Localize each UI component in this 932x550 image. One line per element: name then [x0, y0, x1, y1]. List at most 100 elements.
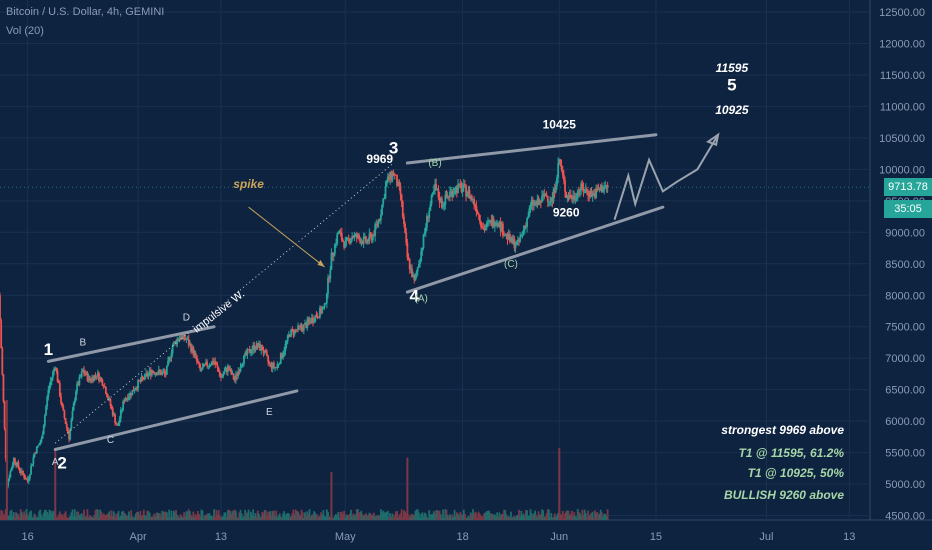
note-bullish: BULLISH 9260 above — [723, 488, 844, 502]
candle-body — [47, 389, 50, 397]
volume-bar — [56, 517, 59, 520]
candle-body — [351, 236, 354, 240]
volume-bar — [320, 512, 322, 520]
price-label: 9260 — [553, 206, 580, 220]
y-tick-label: 7000.00 — [885, 353, 925, 365]
candle-body — [238, 371, 241, 373]
candle-body — [53, 368, 55, 372]
candle-body — [290, 329, 293, 337]
volume-bar — [1, 510, 4, 520]
candle-body — [164, 373, 167, 375]
candle-body — [162, 371, 165, 373]
candle-body — [117, 423, 120, 426]
candle-body — [551, 197, 554, 202]
candle-body — [64, 418, 67, 424]
candle-body — [475, 206, 478, 212]
volume-bar — [429, 514, 432, 520]
wave-label: 5 — [727, 76, 736, 95]
candle-body — [595, 188, 598, 198]
volume-bar — [17, 514, 20, 520]
volume-bar — [352, 513, 355, 520]
candle-body — [515, 241, 518, 246]
candle-body — [193, 352, 196, 355]
volume-bar — [419, 517, 421, 520]
volume-bar — [391, 513, 394, 520]
candle-body — [329, 269, 332, 279]
candle-body — [229, 368, 232, 371]
candle-body — [546, 196, 549, 202]
candle-body — [554, 185, 557, 193]
candle-body — [10, 468, 13, 472]
volume-bar — [92, 517, 95, 520]
candle-body — [126, 397, 129, 400]
candle-body — [447, 196, 450, 198]
volume-bar — [602, 516, 604, 520]
candle-body — [374, 224, 377, 236]
volume-bar — [231, 511, 234, 520]
volume-bar — [73, 509, 76, 520]
volume-bar — [241, 517, 244, 520]
volume-bar — [15, 512, 18, 520]
volume-bar — [454, 516, 457, 520]
candle-body — [25, 478, 28, 480]
volume-bar — [236, 517, 238, 520]
volume-bar — [423, 512, 426, 520]
volume-bar — [579, 513, 581, 520]
candle-body — [0, 295, 1, 321]
volume-bar — [575, 517, 578, 520]
candle-body — [42, 425, 45, 435]
note-target-1: T1 @ 11595, 61.2% — [738, 446, 844, 460]
candle-body — [314, 315, 317, 322]
candle-body — [520, 234, 523, 237]
candle-body — [91, 377, 93, 382]
candle-body — [375, 223, 378, 225]
candle-body — [241, 363, 244, 365]
candle-body — [480, 221, 482, 227]
candle-body — [114, 414, 116, 423]
candle-body — [252, 345, 255, 350]
volume-bar — [529, 509, 532, 520]
candle-body — [63, 410, 66, 419]
volume-bar — [426, 517, 428, 520]
candle-body — [462, 184, 465, 189]
candle-body — [301, 328, 304, 331]
candle-body — [228, 365, 230, 371]
candle-body — [368, 233, 371, 242]
candle-body — [522, 230, 525, 232]
candle-body — [383, 198, 386, 200]
volume-bar — [581, 509, 584, 520]
candle-body — [101, 379, 104, 386]
volume-bar — [217, 510, 220, 520]
symbol-title[interactable]: Bitcoin / U.S. Dollar, 4h, GEMINI — [6, 6, 165, 18]
candle-body — [198, 362, 200, 365]
candle-body — [237, 371, 240, 377]
volume-bar — [190, 514, 192, 520]
volume-bar — [66, 517, 69, 520]
volume-bar — [141, 514, 144, 520]
volume-bar — [597, 515, 600, 520]
candle-body — [147, 373, 150, 377]
candle-body — [545, 194, 548, 197]
candle-body — [365, 236, 367, 243]
volume-bar — [338, 517, 341, 520]
volume-bar — [520, 510, 523, 520]
candle-body — [155, 372, 158, 376]
volume-indicator-label[interactable]: Vol (20) — [6, 25, 44, 37]
volume-bar — [306, 511, 309, 520]
candle-body — [116, 424, 119, 426]
volume-bar — [114, 517, 116, 520]
wave-label: 4 — [410, 287, 420, 306]
candle-body — [564, 180, 566, 192]
last-price-tag: 9713.78 — [884, 178, 932, 196]
volume-bar — [371, 515, 374, 520]
candle-body — [511, 236, 514, 244]
volume-bar — [72, 516, 75, 520]
candle-body — [384, 186, 387, 199]
candle-body — [441, 198, 443, 208]
volume-bar — [192, 511, 195, 520]
volume-bar — [488, 510, 490, 520]
volume-bar — [110, 510, 113, 520]
candle-body — [134, 388, 137, 391]
candle-body — [57, 381, 60, 384]
candle-body — [118, 418, 121, 424]
